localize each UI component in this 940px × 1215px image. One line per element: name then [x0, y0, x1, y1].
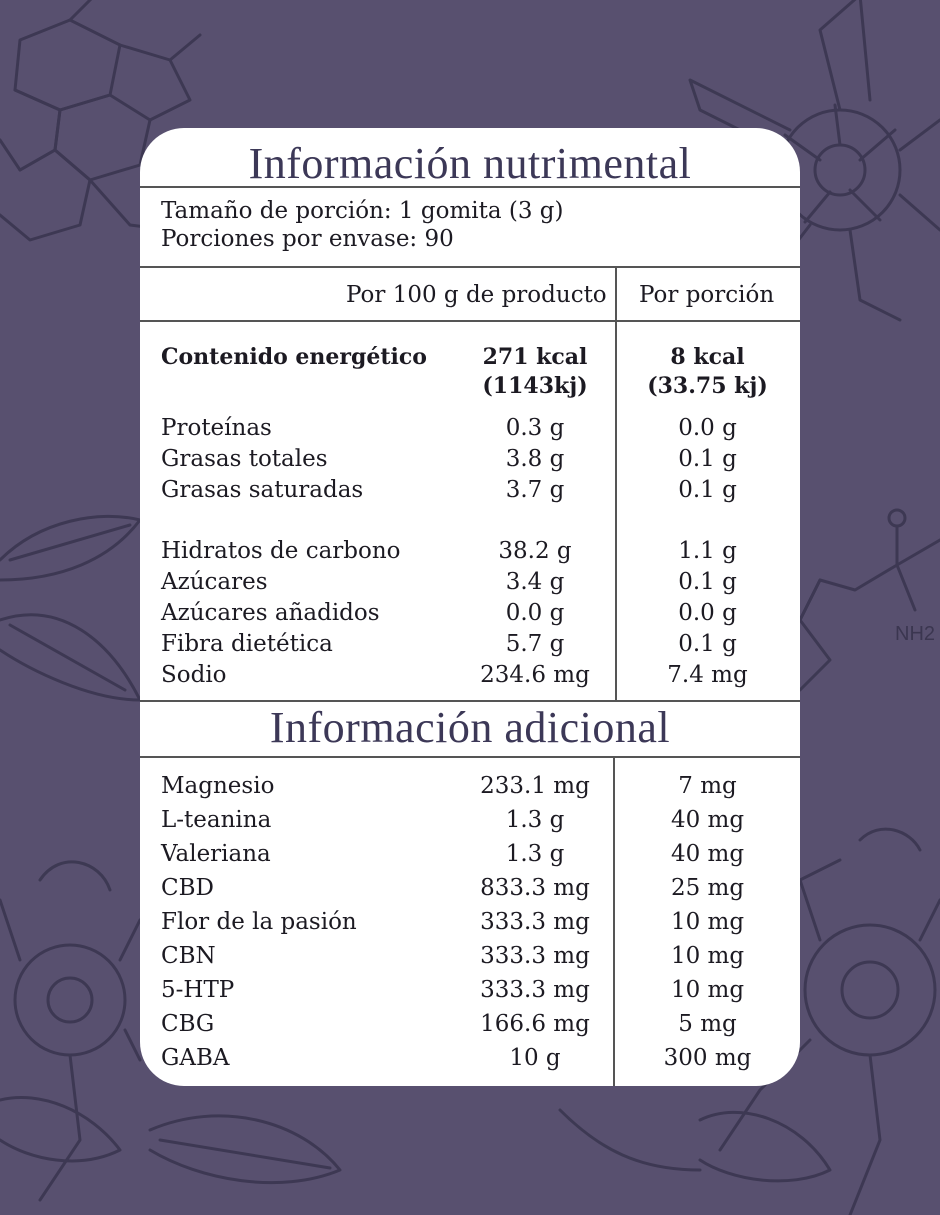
- table-row: 5-HTP 333.3 mg 10 mg: [140, 977, 800, 1008]
- table-row: Magnesio 233.1 mg 7 mg: [140, 773, 800, 804]
- nutrient-per-100g: 3.7 g: [505, 477, 565, 503]
- additional-per-100g: 1.3 g: [505, 841, 565, 867]
- energy-per-serving-kj: (33.75 kj): [647, 373, 768, 399]
- nutrient-per-serving: 0.1 g: [678, 477, 737, 503]
- table-row: CBG 166.6 mg 5 mg: [140, 1011, 800, 1042]
- nutrient-per-serving: 0.0 g: [678, 415, 737, 441]
- column-divider-bottom: [613, 756, 615, 1086]
- passion-flower-bottom-left-icon: [0, 860, 142, 1202]
- column-header-per-100g: Por 100 g de producto: [346, 282, 607, 308]
- table-row: GABA 10 g 300 mg: [140, 1045, 800, 1076]
- additional-per-100g: 833.3 mg: [480, 875, 590, 901]
- nutrient-per-100g: 0.3 g: [505, 415, 565, 441]
- table-row: Azúcares 3.4 g 0.1 g: [140, 569, 800, 600]
- nutrient-per-serving: 7.4 mg: [667, 662, 748, 688]
- additional-per-100g: 1.3 g: [505, 807, 565, 833]
- serving-size: Tamaño de porción: 1 gomita (3 g): [161, 198, 564, 224]
- additional-per-serving: 10 mg: [670, 943, 745, 969]
- leaves-bottom-icon: [148, 1108, 702, 1185]
- nutrient-per-100g: 3.4 g: [505, 569, 565, 595]
- additional-per-serving: 10 mg: [670, 977, 745, 1003]
- divider-above-additional: [140, 700, 800, 702]
- nutrient-per-serving: 0.1 g: [678, 631, 737, 657]
- nutrient-per-serving: 0.1 g: [678, 446, 737, 472]
- additional-name: CBG: [161, 1011, 215, 1037]
- divider-below-additional: [140, 756, 800, 758]
- divider-under-title: [140, 186, 800, 188]
- additional-per-100g: 166.6 mg: [480, 1011, 590, 1037]
- table-row: Hidratos de carbono 38.2 g 1.1 g: [140, 538, 800, 569]
- additional-per-serving: 40 mg: [670, 841, 745, 867]
- nutrient-per-100g: 0.0 g: [505, 600, 565, 626]
- column-header-per-serving: Por porción: [639, 282, 775, 308]
- nutrient-per-100g: 5.7 g: [505, 631, 565, 657]
- nutrient-name: Azúcares: [161, 569, 268, 595]
- energy-label: Contenido energético: [161, 344, 427, 370]
- table-row: CBD 833.3 mg 25 mg: [140, 875, 800, 906]
- additional-per-serving: 300 mg: [663, 1045, 752, 1071]
- nutrition-label-card: Información nutrimental Tamaño de porció…: [140, 128, 800, 1086]
- nutrient-per-serving: 0.0 g: [678, 600, 737, 626]
- additional-title: Información adicional: [269, 703, 671, 752]
- nutrient-name: Fibra dietética: [161, 631, 333, 657]
- nutrient-table: Proteínas 0.3 g 0.0 g Grasas totales 3.8…: [140, 128, 800, 1086]
- additional-per-100g: 233.1 mg: [480, 773, 590, 799]
- table-row: Grasas saturadas 3.7 g 0.1 g: [140, 477, 800, 508]
- additional-name: Magnesio: [161, 773, 275, 799]
- table-row: Flor de la pasión 333.3 mg 10 mg: [140, 909, 800, 940]
- additional-name: 5-HTP: [161, 977, 235, 1003]
- additional-name: CBN: [161, 943, 216, 969]
- nutrient-per-100g: 38.2 g: [498, 538, 572, 564]
- divider-above-headers: [140, 266, 800, 268]
- nutrient-per-serving: 1.1 g: [678, 538, 737, 564]
- table-row: Fibra dietética 5.7 g 0.1 g: [140, 631, 800, 662]
- nutrient-per-serving: 0.1 g: [678, 569, 737, 595]
- nutrition-title: Información nutrimental: [248, 139, 692, 188]
- additional-name: GABA: [161, 1045, 230, 1071]
- energy-per-100g-kcal: 271 kcal: [482, 344, 588, 370]
- leaves-left-icon: [0, 514, 142, 702]
- passion-flower-bottom-right-icon: [698, 827, 940, 1215]
- nutrient-name: Grasas saturadas: [161, 477, 364, 503]
- servings-per-container: Porciones por envase: 90: [161, 226, 454, 252]
- table-row: CBN 333.3 mg 10 mg: [140, 943, 800, 974]
- additional-per-100g: 333.3 mg: [480, 943, 590, 969]
- nutrient-name: Hidratos de carbono: [161, 538, 401, 564]
- table-row: Azúcares añadidos 0.0 g 0.0 g: [140, 600, 800, 631]
- table-row: Grasas totales 3.8 g 0.1 g: [140, 446, 800, 477]
- additional-per-serving: 40 mg: [670, 807, 745, 833]
- column-divider-top: [615, 266, 617, 700]
- molecule-icon: [798, 508, 940, 692]
- additional-per-serving: 10 mg: [670, 909, 745, 935]
- additional-name: Flor de la pasión: [161, 909, 357, 935]
- additional-per-serving: 25 mg: [670, 875, 745, 901]
- additional-name: CBD: [161, 875, 214, 901]
- additional-name: Valeriana: [161, 841, 271, 867]
- additional-per-serving: 5 mg: [678, 1011, 737, 1037]
- energy-per-100g-kj: (1143kj): [482, 373, 588, 399]
- additional-per-100g: 10 g: [509, 1045, 561, 1071]
- nutrient-name: Grasas totales: [161, 446, 328, 472]
- nutrient-name: Proteínas: [161, 415, 272, 441]
- additional-table: Magnesio 233.1 mg 7 mg L-teanina 1.3 g 4…: [140, 128, 800, 1086]
- nutrient-name: Sodio: [161, 662, 227, 688]
- table-row: Valeriana 1.3 g 40 mg: [140, 841, 800, 872]
- table-row: Proteínas 0.3 g 0.0 g: [140, 415, 800, 446]
- additional-per-100g: 333.3 mg: [480, 909, 590, 935]
- nutrient-name: Azúcares añadidos: [161, 600, 380, 626]
- table-row: Sodio 234.6 mg 7.4 mg: [140, 662, 800, 693]
- additional-per-serving: 7 mg: [678, 773, 737, 799]
- additional-per-100g: 333.3 mg: [480, 977, 590, 1003]
- nutrient-per-100g: 234.6 mg: [480, 662, 590, 688]
- table-row: L-teanina 1.3 g 40 mg: [140, 807, 800, 838]
- additional-name: L-teanina: [161, 807, 272, 833]
- molecule-label: NH2: [895, 623, 935, 645]
- nutrient-per-100g: 3.8 g: [505, 446, 565, 472]
- divider-below-headers: [140, 320, 800, 322]
- energy-per-serving-kcal: 8 kcal: [670, 344, 745, 370]
